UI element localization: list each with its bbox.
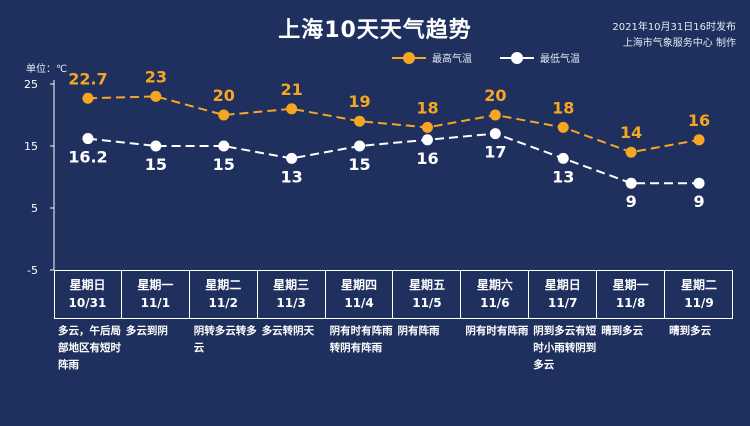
day-column: 星期一 11/1 bbox=[122, 270, 190, 319]
data-label-low: 16.2 bbox=[68, 148, 107, 167]
data-label-high: 19 bbox=[348, 92, 370, 111]
data-point-low bbox=[286, 152, 298, 164]
data-point-low bbox=[557, 152, 569, 164]
date-label: 11/7 bbox=[548, 296, 578, 310]
publish-time: 2021年10月31日16时发布 bbox=[612, 22, 736, 33]
weekday-label: 星期日 bbox=[69, 278, 106, 292]
data-point-high bbox=[150, 90, 162, 102]
weather-description: 晴到多云 bbox=[669, 325, 712, 337]
date-label: 11/3 bbox=[276, 296, 306, 310]
data-point-high bbox=[693, 134, 705, 146]
publish-info: 2021年10月31日16时发布 上海市气象服务中心 制作 bbox=[612, 20, 736, 52]
data-label-low: 15 bbox=[145, 155, 167, 174]
day-column: 星期四 11/4 bbox=[326, 270, 394, 319]
y-tick-label: 25 bbox=[24, 78, 38, 91]
data-point-high bbox=[625, 146, 637, 158]
weekday-label: 星期三 bbox=[273, 278, 310, 292]
weather-description: 阴到多云有短时小雨转阴到多云 bbox=[533, 325, 597, 371]
day-column: 星期二 11/9 bbox=[665, 270, 733, 319]
day-column: 星期三 11/3 bbox=[258, 270, 326, 319]
data-point-low bbox=[693, 177, 705, 189]
data-point-low bbox=[82, 133, 94, 145]
data-label-high: 21 bbox=[281, 80, 303, 99]
data-label-low: 13 bbox=[281, 167, 303, 186]
data-point-high bbox=[421, 121, 433, 133]
weekday-label: 星期一 bbox=[612, 278, 649, 292]
data-point-high bbox=[354, 115, 366, 127]
weather-description: 阴有阵雨 bbox=[397, 325, 440, 337]
weekday-label: 星期二 bbox=[205, 278, 242, 292]
data-label-high: 14 bbox=[620, 123, 642, 142]
data-label-high: 20 bbox=[213, 86, 235, 105]
data-point-high bbox=[218, 109, 230, 121]
data-point-low bbox=[421, 134, 433, 146]
day-column: 星期日 11/7 bbox=[529, 270, 598, 319]
legend-high: 最高气温 bbox=[392, 50, 472, 65]
weather-description: 阴有时有阵雨转阴有阵雨 bbox=[329, 325, 393, 354]
producer-label: 上海市气象服务中心 制作 bbox=[622, 38, 736, 49]
day-column: 星期五 11/5 bbox=[394, 270, 462, 319]
data-point-high bbox=[82, 92, 94, 104]
day-column: 星期六 11/6 bbox=[461, 270, 530, 319]
data-label-low: 15 bbox=[348, 155, 370, 174]
weekday-label: 星期二 bbox=[681, 278, 718, 292]
weather-description: 多云到阴 bbox=[125, 325, 168, 337]
weather-description: 多云，午后局部地区有短时阵雨 bbox=[58, 325, 121, 371]
series-line-high bbox=[87, 95, 700, 154]
data-point-low bbox=[625, 177, 637, 189]
date-label: 11/5 bbox=[412, 296, 442, 310]
data-label-high: 23 bbox=[145, 67, 167, 86]
y-tick-label: -5 bbox=[27, 264, 38, 277]
legend-low-marker bbox=[500, 51, 534, 64]
date-label: 11/9 bbox=[684, 296, 714, 310]
day-column: 星期二 11/2 bbox=[190, 270, 258, 319]
data-label-low: 17 bbox=[484, 143, 506, 162]
data-label-low: 9 bbox=[626, 192, 637, 211]
weekday-label: 星期日 bbox=[544, 278, 581, 292]
legend-low-label: 最低气温 bbox=[540, 54, 580, 65]
y-tick-label: 5 bbox=[31, 202, 38, 215]
unit-label: 单位：℃ bbox=[26, 64, 68, 75]
series-line-low bbox=[87, 132, 700, 185]
weekday-label: 星期一 bbox=[137, 278, 174, 292]
data-point-low bbox=[489, 128, 501, 140]
date-label: 11/2 bbox=[208, 296, 238, 310]
page-title: 上海10天天气趋势 bbox=[278, 18, 472, 43]
date-label: 11/6 bbox=[480, 296, 510, 310]
weather-description: 阴转多云转多云 bbox=[193, 325, 257, 354]
weather-description: 多云转阴天 bbox=[261, 325, 315, 337]
legend-high-marker bbox=[392, 51, 426, 64]
date-label: 11/1 bbox=[140, 296, 171, 310]
weekday-label: 星期五 bbox=[408, 278, 445, 292]
data-label-low: 9 bbox=[693, 192, 704, 211]
data-label-low: 15 bbox=[213, 155, 235, 174]
data-point-low bbox=[218, 140, 230, 152]
data-point-high bbox=[557, 121, 569, 133]
data-point-high bbox=[489, 109, 501, 121]
data-point-low bbox=[150, 140, 162, 152]
weather-description: 晴到多云 bbox=[601, 325, 644, 337]
data-point-low bbox=[354, 140, 366, 152]
data-label-high: 20 bbox=[484, 86, 506, 105]
data-label-high: 22.7 bbox=[68, 69, 107, 88]
weekday-label: 星期四 bbox=[341, 278, 378, 292]
day-column: 星期日 10/31 bbox=[54, 270, 122, 319]
forecast-table bbox=[54, 270, 733, 319]
day-column: 星期一 11/8 bbox=[597, 270, 666, 319]
data-label-high: 16 bbox=[688, 111, 710, 130]
legend-low: 最低气温 bbox=[500, 50, 580, 65]
legend-high-label: 最高气温 bbox=[432, 54, 472, 65]
weather-description: 阴有时有阵雨 bbox=[465, 325, 529, 337]
date-label: 11/4 bbox=[344, 296, 374, 310]
data-label-low: 13 bbox=[552, 167, 574, 186]
data-point-high bbox=[286, 103, 298, 115]
weekday-label: 星期六 bbox=[476, 278, 513, 292]
date-label: 10/31 bbox=[68, 296, 107, 310]
data-label-high: 18 bbox=[416, 98, 438, 117]
y-tick-label: 15 bbox=[24, 140, 38, 153]
data-label-high: 18 bbox=[552, 98, 574, 117]
data-label-low: 16 bbox=[416, 149, 438, 168]
date-label: 11/8 bbox=[615, 296, 646, 310]
